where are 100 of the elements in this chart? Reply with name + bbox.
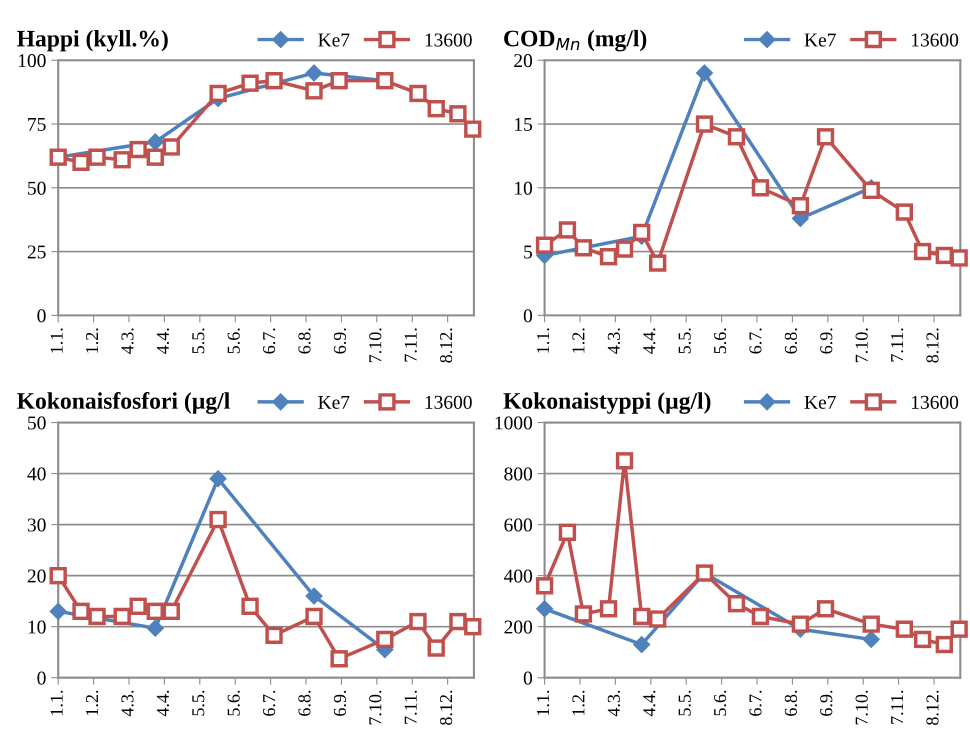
x-tick-label: 4.3. [608,690,620,716]
x-tick-label: 7.10. [369,690,382,724]
y-tick-label: 25 [28,245,46,259]
x-tick-label: 4.4. [643,690,656,716]
legend-label: 13600 [912,33,958,47]
x-tick-label: 5.5. [678,328,691,354]
point [162,138,180,156]
x-tick-label: 6.9. [334,690,346,716]
y-tick-label: 15 [515,118,532,131]
y-tick-label: 20 [28,569,46,583]
x-tick-label: 1.1. [50,690,63,715]
point [574,239,592,256]
x-tick-label: 8.12. [440,690,452,725]
x-tick-label: 6.8. [298,328,311,354]
point [536,236,554,254]
y-tick-label: 800 [504,467,532,481]
point [648,254,666,272]
point [88,608,106,626]
point [449,612,467,630]
x-tick-label: 4.4. [156,690,170,716]
y-tick-label: 75 [28,118,46,131]
x-tick-label: 5.6. [228,328,240,354]
point [600,600,618,618]
x-tick-label: 1.2. [572,328,585,353]
x-tick-label: 7.11. [891,328,904,362]
point [728,595,746,612]
x-tick-label: 5.5. [192,328,204,354]
point [914,242,932,260]
point [616,240,634,258]
point [633,636,650,654]
x-tick-label: 1.2. [86,328,98,353]
point [600,248,618,266]
x-tick-label: 6.8. [784,690,798,716]
y-tick-label: 1000 [496,416,532,430]
y-tick-label: 0 [524,309,532,322]
x-tick-label: 8.12. [926,328,939,363]
x-tick-label: 6.9. [820,328,832,354]
point [409,84,427,102]
point [129,598,147,615]
point [330,72,348,90]
x-tick-label: 5.6. [714,328,726,354]
y-tick-label: 200 [504,620,532,634]
point [536,577,554,595]
x-tick-label: 5.5. [678,690,691,716]
point [632,224,650,242]
y-tick-label: 0 [37,672,46,685]
point [648,610,666,628]
x-tick-label: 6.7. [749,328,762,354]
point [146,602,164,620]
legend-label: 13600 [426,33,472,47]
point [728,128,746,146]
point [936,636,953,654]
y-tick-label: 100 [18,54,46,68]
point [616,452,634,470]
point [862,615,880,633]
point [146,133,164,150]
legend-label: Ke7 [804,34,836,47]
x-tick-label: 4.3. [121,328,134,354]
x-tick-label: 7.11. [404,690,417,724]
point [50,602,67,620]
point [464,120,482,138]
point [305,64,323,82]
point [950,620,968,638]
chart-title: COD$_{Mn}$ (mg/l) [504,30,646,52]
chart-title: Happi (kyll.%) [17,30,168,52]
point [129,140,147,158]
legend-label: 13600 [426,396,472,409]
point [696,64,714,82]
x-tick-label: 7.10. [856,328,868,362]
x-tick-label: 5.5. [192,690,204,716]
point [409,612,427,630]
x-tick-label: 4.3. [121,690,134,716]
legend-label: 13600 [912,396,958,409]
point [816,600,834,618]
point [305,608,323,626]
point [792,196,810,214]
chart-title: Kokonaisfosfori (µg/l [17,392,230,414]
x-tick-label: 1.1. [50,328,63,353]
x-tick-label: 7.10. [369,328,382,362]
y-tick-label: 0 [524,672,532,685]
point [914,630,932,648]
y-tick-label: 400 [504,569,532,583]
y-tick-label: 30 [28,518,46,532]
x-tick-label: 6.7. [263,328,276,354]
legend-label: Ke7 [318,396,350,409]
x-tick-label: 1.1. [537,328,550,353]
x-tick-label: 7.11. [891,690,904,724]
point [862,182,880,200]
x-tick-label: 4.4. [643,328,656,354]
point [536,600,554,618]
point [896,203,914,221]
x-tick-label: 6.8. [784,328,798,354]
point [209,84,227,102]
point [210,470,227,488]
point [376,630,394,648]
x-tick-label: 8.12. [440,328,452,363]
y-tick-label: 50 [28,416,46,430]
point [113,151,131,168]
point [752,179,770,196]
y-tick-label: 0 [37,309,46,322]
